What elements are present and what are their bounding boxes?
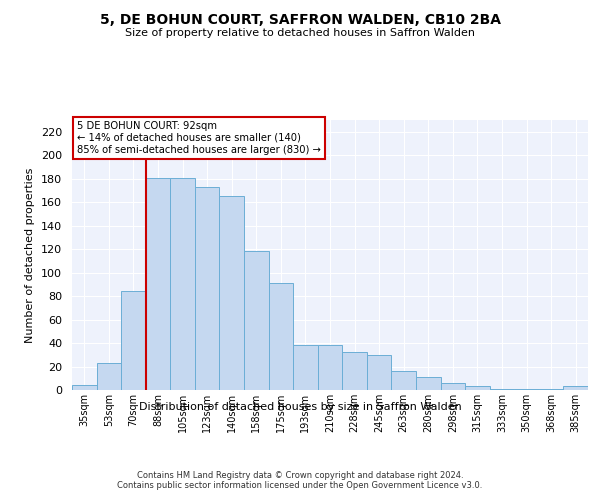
Bar [293,346,318,390]
Bar [490,389,514,390]
Text: 5, DE BOHUN COURT, SAFFRON WALDEN, CB10 2BA: 5, DE BOHUN COURT, SAFFRON WALDEN, CB10 … [100,12,500,26]
Bar [342,352,367,390]
Bar [563,386,588,390]
Y-axis label: Number of detached properties: Number of detached properties [25,168,35,342]
Bar [391,371,416,390]
Text: Size of property relative to detached houses in Saffron Walden: Size of property relative to detached ho… [125,28,475,38]
Bar [514,389,539,390]
Bar [539,389,563,390]
Text: Distribution of detached houses by size in Saffron Walden: Distribution of detached houses by size … [139,402,461,412]
Bar [72,386,97,390]
Bar [440,383,465,390]
Bar [121,292,146,390]
Bar [318,346,342,390]
Bar [195,187,220,390]
Bar [367,355,391,390]
Bar [220,196,244,390]
Bar [97,363,121,390]
Bar [244,252,269,390]
Bar [146,178,170,390]
Bar [465,386,490,390]
Bar [269,283,293,390]
Bar [416,377,440,390]
Text: Contains HM Land Registry data © Crown copyright and database right 2024.
Contai: Contains HM Land Registry data © Crown c… [118,470,482,490]
Bar [170,178,195,390]
Text: 5 DE BOHUN COURT: 92sqm
← 14% of detached houses are smaller (140)
85% of semi-d: 5 DE BOHUN COURT: 92sqm ← 14% of detache… [77,122,321,154]
